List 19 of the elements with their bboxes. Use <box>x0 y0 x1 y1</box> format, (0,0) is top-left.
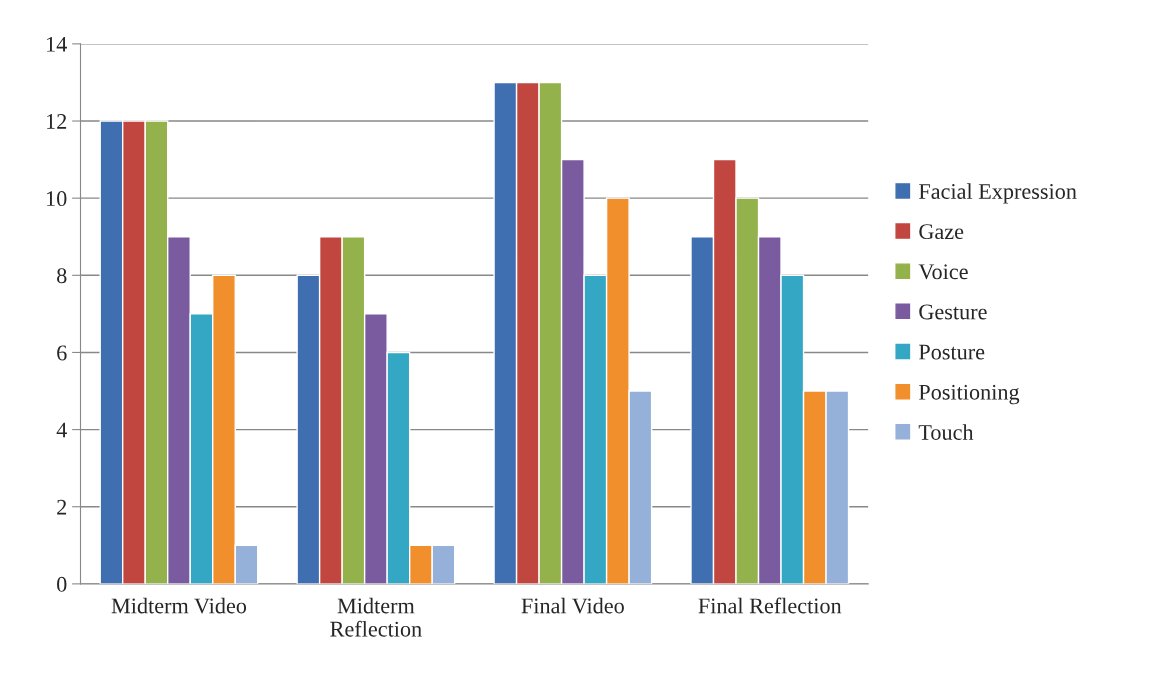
legend-label: Facial Expression <box>918 183 1077 204</box>
legend-label: Voice <box>918 264 968 280</box>
x-tick-label: Midterm Video <box>111 597 247 614</box>
y-tick-label: 0 <box>57 576 67 592</box>
y-tick-label: 6 <box>57 345 67 361</box>
legend-label: Positioning <box>918 384 1020 405</box>
y-tick-label: 14 <box>47 36 67 52</box>
legend-label: Posture <box>918 344 985 360</box>
x-tick-label: Midterm Reflection <box>330 597 422 637</box>
y-tick-label: 8 <box>57 268 67 284</box>
legend-label: Gesture <box>919 304 987 320</box>
y-tick-label: 2 <box>57 499 67 515</box>
legend-label: Touch <box>918 424 974 440</box>
y-tick-label: 4 <box>56 422 67 438</box>
legend-label: Gaze <box>919 224 964 240</box>
x-tick-label: Final Reflection <box>698 597 842 614</box>
x-tick-label: Final Video <box>521 597 624 614</box>
y-tick-label: 12 <box>47 114 67 129</box>
y-tick-label: 10 <box>47 191 67 207</box>
